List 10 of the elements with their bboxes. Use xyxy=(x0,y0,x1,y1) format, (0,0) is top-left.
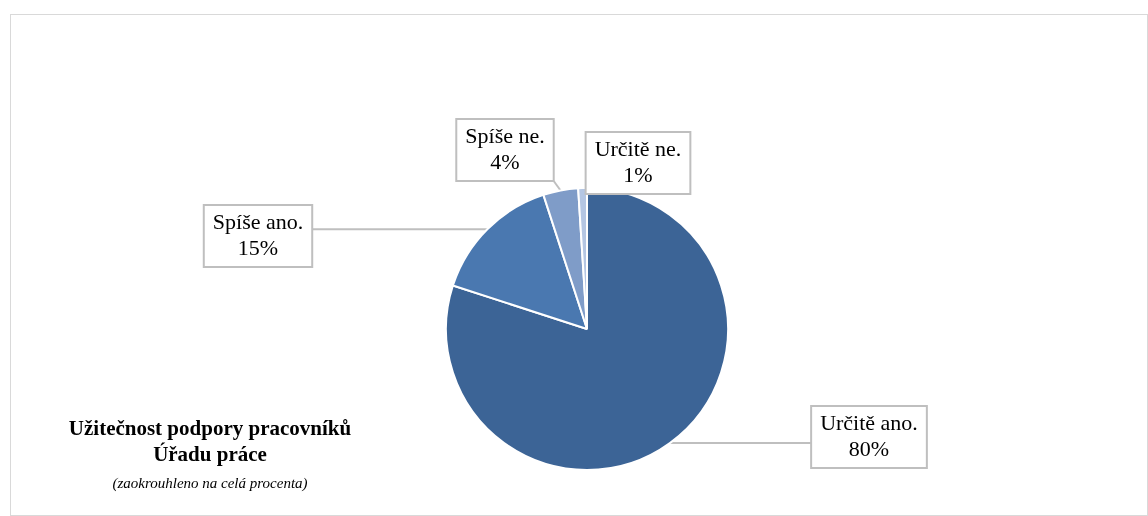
data-label: 4% xyxy=(490,148,520,174)
data-label: 1% xyxy=(623,161,653,187)
text: (zaokrouhleno na celá procenta) xyxy=(111,475,309,492)
text: Užitečnost podpory pracovníků Úřadu práce xyxy=(67,415,353,467)
data-label: 80% xyxy=(848,435,890,461)
data-label: 15% xyxy=(237,234,279,260)
slice-label: Určitě ne. xyxy=(594,135,682,161)
slice-label: Spíše ano. xyxy=(212,208,304,234)
slice-label: Určitě ano. xyxy=(820,409,918,435)
slice-label: Spíše ne. xyxy=(465,122,545,148)
